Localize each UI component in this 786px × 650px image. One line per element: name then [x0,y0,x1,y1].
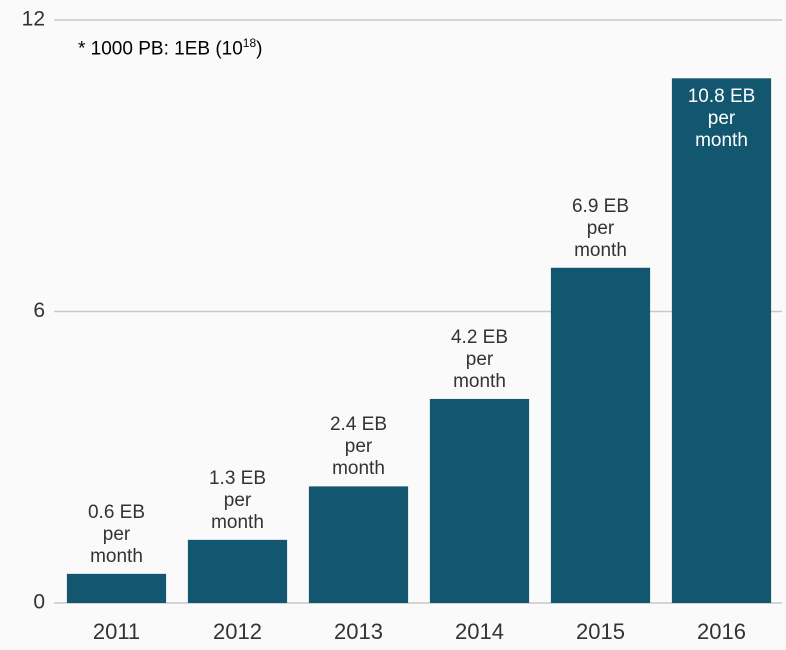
x-tick-label: 2013 [334,619,383,644]
value-label: 4.2 EB per month [450,326,509,392]
bar [308,486,409,603]
bar [550,267,651,603]
value-label: 0.6 EB per month [87,501,146,567]
bar [66,573,167,603]
x-tick-label: 2011 [93,619,140,644]
bar [187,539,288,603]
annotation: * 1000 PB: 1EB (1018) [78,36,262,60]
x-tick-label: 2015 [576,619,625,644]
value-label: 10.8 EB per month [687,86,756,152]
annotation-suffix: ) [256,38,263,60]
y-tick-label: 0 [33,591,45,614]
annotation-superscript: 18 [242,36,257,50]
value-label: 6.9 EB per month [571,195,630,261]
annotation-text: * 1000 PB: 1EB (10 [78,38,243,60]
y-tick-label: 12 [22,8,45,31]
x-tick-label: 2014 [455,619,504,644]
x-tick-label: 2012 [213,619,262,644]
y-tick-label: 6 [33,299,45,322]
bar [429,398,530,603]
x-tick-label: 2016 [697,619,746,644]
bar [671,78,772,604]
value-label: 2.4 EB per month [329,414,388,480]
value-label: 1.3 EB per month [208,467,267,533]
